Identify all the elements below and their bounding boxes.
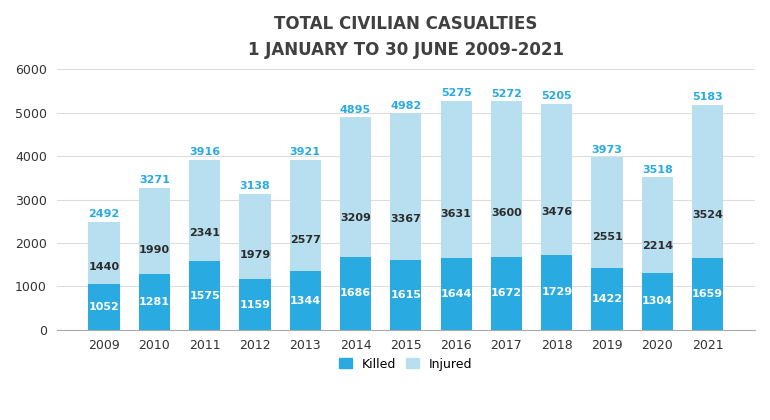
Text: 2551: 2551 (591, 232, 622, 242)
Text: 1304: 1304 (642, 297, 673, 307)
Text: 5275: 5275 (440, 88, 471, 98)
Bar (641, 273, 673, 330)
Bar (541, 104, 572, 255)
Text: 1659: 1659 (692, 289, 723, 299)
Text: 3916: 3916 (189, 147, 220, 158)
Bar (290, 271, 321, 330)
Text: 1644: 1644 (440, 289, 472, 299)
Bar (89, 284, 119, 330)
Bar (139, 188, 170, 274)
Text: 5272: 5272 (491, 89, 522, 99)
Text: 1990: 1990 (139, 245, 170, 255)
Bar (189, 160, 220, 261)
Text: 5183: 5183 (692, 92, 723, 102)
Bar (139, 274, 170, 330)
Bar (591, 157, 623, 268)
Text: 1575: 1575 (189, 291, 220, 301)
Bar (340, 117, 371, 257)
Legend: Killed, Injured: Killed, Injured (334, 353, 477, 375)
Text: 1440: 1440 (89, 262, 119, 272)
Text: 2577: 2577 (290, 235, 320, 245)
Text: 1281: 1281 (139, 297, 170, 307)
Bar (692, 105, 723, 258)
Text: 1615: 1615 (390, 290, 421, 300)
Bar (239, 194, 270, 279)
Text: 1672: 1672 (491, 289, 522, 299)
Text: 3524: 3524 (692, 210, 723, 220)
Text: 2214: 2214 (642, 241, 673, 251)
Text: 3271: 3271 (139, 176, 170, 185)
Text: 3921: 3921 (290, 147, 321, 157)
Bar (290, 160, 321, 271)
Text: 1159: 1159 (239, 299, 270, 310)
Text: 4895: 4895 (340, 105, 371, 115)
Bar (490, 101, 522, 257)
Bar (239, 279, 270, 330)
Bar (641, 177, 673, 273)
Title: TOTAL CIVILIAN CASUALTIES
1 JANUARY TO 30 JUNE 2009-2021: TOTAL CIVILIAN CASUALTIES 1 JANUARY TO 3… (248, 15, 564, 59)
Text: 2341: 2341 (189, 228, 220, 238)
Text: 3631: 3631 (440, 209, 471, 219)
Text: 2492: 2492 (89, 209, 119, 219)
Text: 1979: 1979 (239, 250, 270, 260)
Text: 3209: 3209 (340, 213, 371, 223)
Bar (692, 258, 723, 330)
Text: 1422: 1422 (591, 294, 623, 304)
Text: 3973: 3973 (591, 145, 622, 155)
Text: 3518: 3518 (642, 165, 673, 175)
Text: 1686: 1686 (340, 288, 371, 298)
Text: 5205: 5205 (541, 92, 572, 101)
Bar (490, 257, 522, 330)
Bar (440, 258, 472, 330)
Bar (541, 255, 572, 330)
Bar (390, 113, 421, 260)
Bar (89, 222, 119, 284)
Text: 1729: 1729 (541, 287, 572, 297)
Text: 4982: 4982 (390, 101, 421, 111)
Text: 3367: 3367 (390, 214, 421, 224)
Bar (340, 257, 371, 330)
Bar (390, 260, 421, 330)
Bar (440, 101, 472, 258)
Text: 1052: 1052 (89, 302, 119, 312)
Bar (591, 268, 623, 330)
Text: 3138: 3138 (239, 181, 270, 191)
Text: 3476: 3476 (541, 207, 572, 218)
Bar (189, 261, 220, 330)
Text: 1344: 1344 (290, 296, 321, 306)
Text: 3600: 3600 (491, 208, 522, 218)
